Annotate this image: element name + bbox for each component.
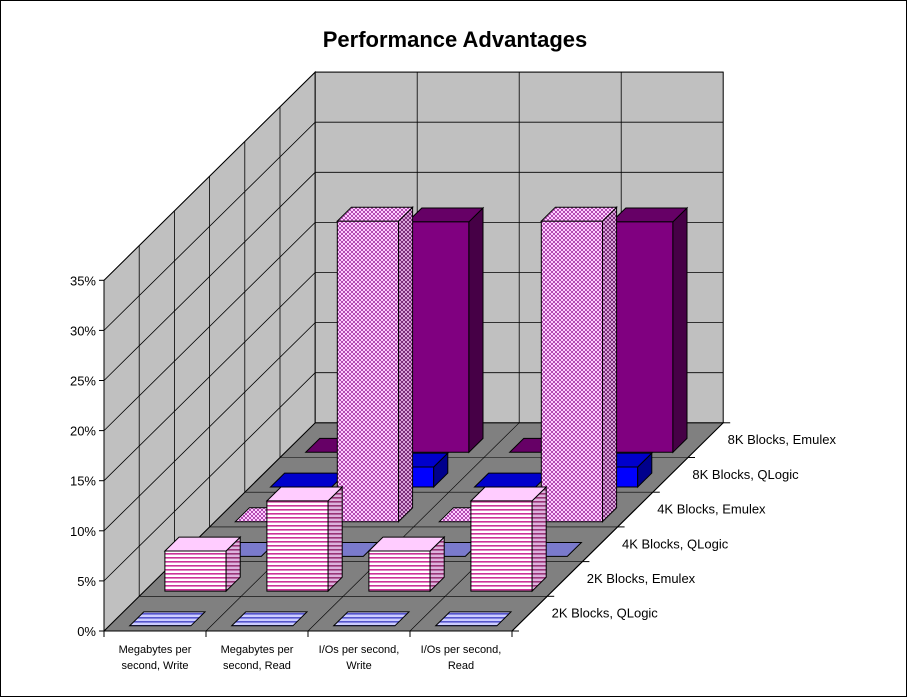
bar-top-face [610, 207, 689, 223]
chart-title: Performance Advantages [323, 27, 588, 52]
bar-front-face [336, 220, 399, 523]
bar-top-face [469, 486, 548, 502]
series-label: 4K Blocks, Emulex [657, 502, 766, 517]
y-tick-label: 25% [70, 374, 96, 389]
bar-top-face [367, 536, 446, 552]
series-depth-labels: 2K Blocks, QLogic 2K Blocks, Emulex 4K Blo… [552, 432, 837, 621]
bar-front-face [470, 500, 533, 592]
chart-bars [128, 206, 689, 627]
series-label: 2K Blocks, Emulex [587, 571, 696, 586]
bar-top-face [265, 486, 344, 502]
bar-side-face [531, 485, 547, 593]
bar-top-face [128, 611, 207, 627]
x-axis-category-labels: Megabytes per second, Write Megabytes per s… [119, 644, 502, 672]
bar-side-face [327, 485, 343, 593]
bar-top-face [406, 207, 485, 223]
bar-front-face [164, 550, 227, 592]
series-label: 4K Blocks, QLogic [622, 536, 729, 551]
x-category-label: Megabytes per second, Read [221, 644, 294, 672]
bar [367, 535, 446, 593]
y-tick-label: 15% [70, 474, 96, 489]
bar-top-face [230, 611, 309, 627]
bar-side-face [602, 206, 618, 523]
bar-side-face [398, 206, 414, 523]
bar [540, 206, 618, 523]
y-tick-label: 20% [70, 424, 96, 439]
bar-top-face [540, 206, 618, 222]
x-category-label: I/Os per second, Write [319, 644, 400, 672]
series-label: 2K Blocks, QLogic [552, 606, 659, 621]
y-tick-label: 35% [70, 273, 96, 288]
y-tick-label: 5% [77, 574, 96, 589]
bar-top-face [332, 611, 411, 627]
bar-top-face [473, 472, 552, 488]
x-category-label: I/Os per second, Read [421, 644, 502, 672]
bar [469, 485, 548, 593]
bar [128, 611, 207, 627]
bar [336, 206, 414, 523]
bar-side-face [672, 206, 688, 454]
y-tick-label: 30% [70, 323, 96, 338]
chart-axes [99, 279, 731, 637]
bar-front-face [611, 221, 674, 453]
bar [610, 206, 689, 454]
bar [434, 611, 513, 627]
bar [406, 206, 485, 454]
y-tick-label: 10% [70, 524, 96, 539]
bar [473, 472, 552, 488]
bar-top-face [434, 611, 513, 627]
bar-top-face [269, 472, 348, 488]
bar-front-face [368, 550, 431, 592]
bar [332, 611, 411, 627]
bar [163, 535, 242, 593]
y-axis-tick-labels: 0% 5% 10% 15% 20% 25% 30% 35% [70, 273, 96, 639]
bar [269, 472, 348, 488]
bar-top-face [163, 536, 242, 552]
bar-side-face [468, 206, 484, 454]
bar-front-face [266, 500, 329, 592]
bar-front-face [540, 220, 603, 523]
bar [230, 611, 309, 627]
y-tick-label: 0% [77, 624, 96, 639]
bar [265, 485, 344, 593]
bar-front-face [407, 221, 470, 453]
bar-top-face [336, 206, 414, 222]
series-label: 8K Blocks, Emulex [728, 432, 837, 447]
x-category-label: Megabytes per second, Write [119, 644, 192, 672]
series-label: 8K Blocks, QLogic [692, 467, 799, 482]
